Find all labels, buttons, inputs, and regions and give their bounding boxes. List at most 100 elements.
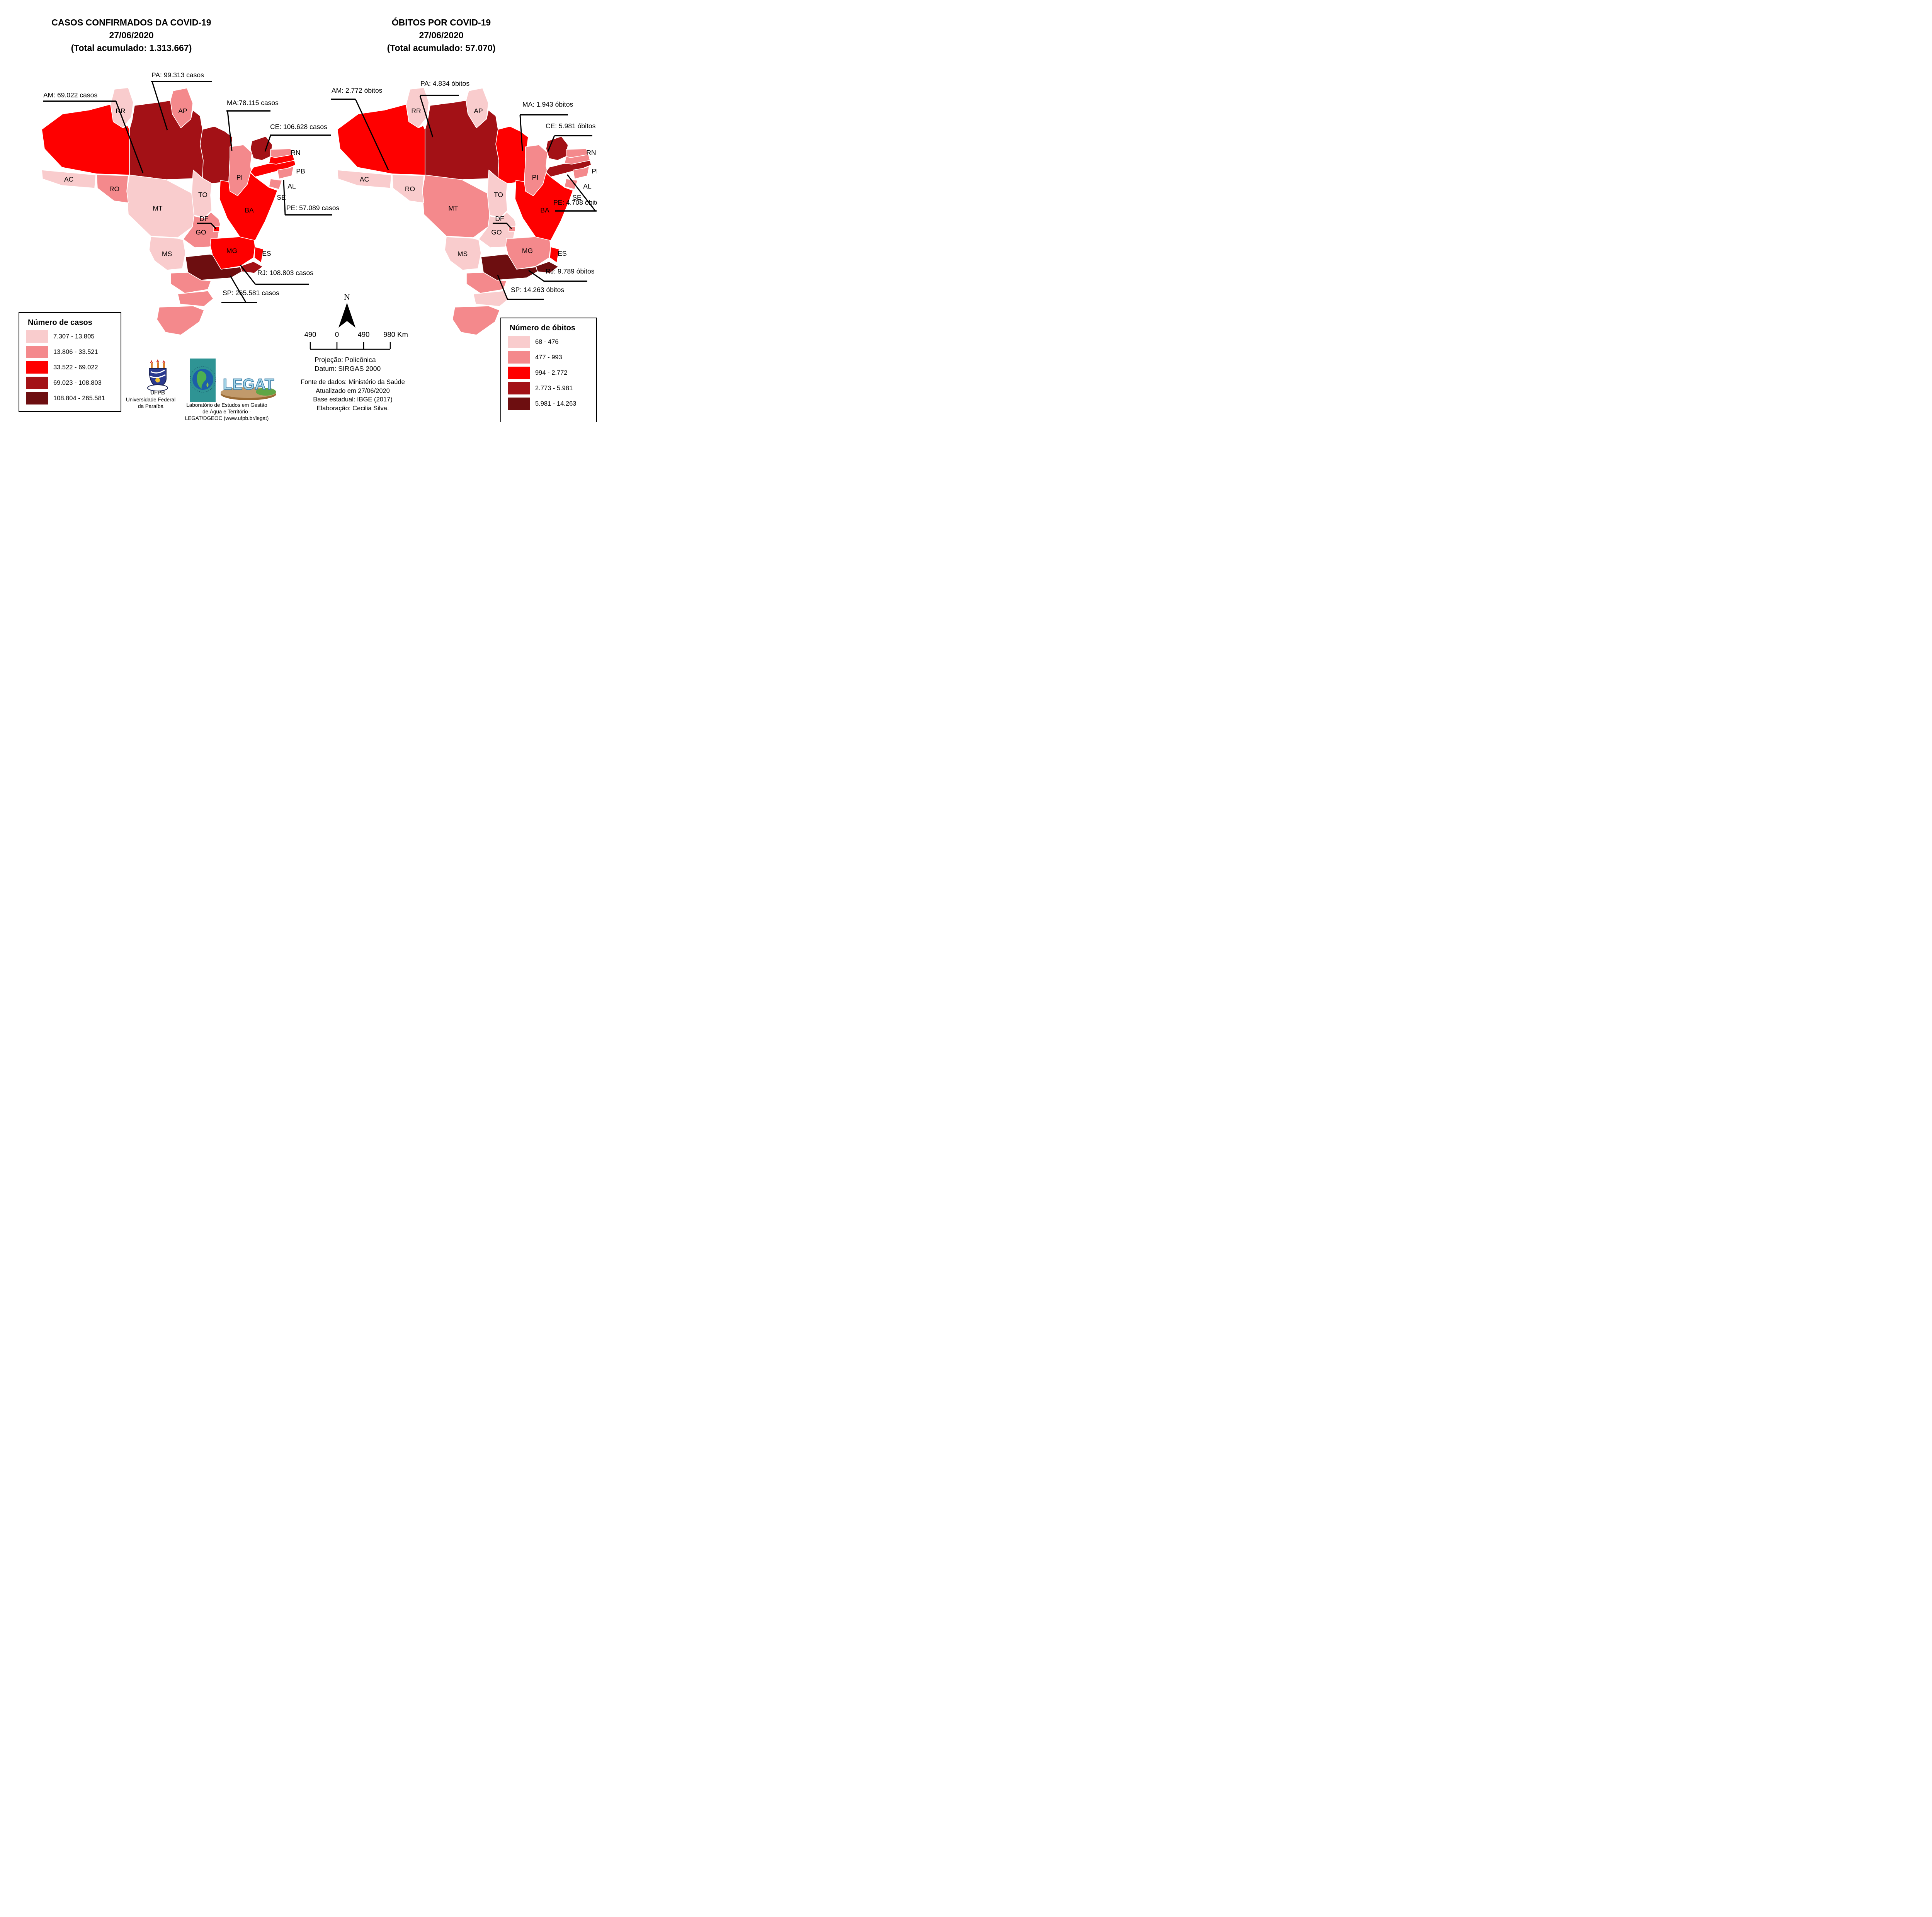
state-label-pb: PB xyxy=(592,167,597,175)
callout-deaths-am: AM: 2.772 óbitos xyxy=(332,87,383,94)
legend-row-cases-3: 33.522 - 69.022 xyxy=(26,361,121,374)
state-ce-shape xyxy=(250,136,273,161)
state-label-df: DF xyxy=(199,215,208,223)
legend-row-cases-1: 7.307 - 13.805 xyxy=(26,330,121,343)
source-line: Fonte de dados: Ministério da Saúde xyxy=(301,379,405,386)
legend-range-label: 7.307 - 13.805 xyxy=(53,333,95,340)
state-ma-shape xyxy=(495,126,529,184)
callout-deaths-ma: MA: 1.943 óbitos xyxy=(522,100,573,108)
state-label-rn: RN xyxy=(586,149,596,156)
state-label-pb: PB xyxy=(296,167,305,175)
state-label-go: GO xyxy=(196,228,206,236)
ufpb-banner-icon xyxy=(147,384,168,391)
data-source-info: Fonte de dados: Ministério da Saúde Atua… xyxy=(295,378,411,413)
state-label-pi: PI xyxy=(236,173,243,181)
dgeoc-circular-text-ring xyxy=(190,366,216,393)
legat-caption: Laboratório de Estudos em Gestão de Água… xyxy=(185,402,269,421)
state-pe-shape xyxy=(250,160,296,177)
scale-bar: 490 0 490 980 Km xyxy=(304,330,408,350)
state-label-ms: MS xyxy=(162,250,172,258)
left-panel-title: CASOS CONFIRMADOS DA COVID-19 xyxy=(51,17,211,27)
state-ro-shape xyxy=(96,174,129,203)
df-leader-line xyxy=(493,223,512,229)
state-label-go: GO xyxy=(491,228,502,236)
legend-swatch-class-5 xyxy=(508,398,530,410)
callout-cases-ma: MA:78.115 casos xyxy=(227,99,279,107)
state-label-es: ES xyxy=(558,250,566,257)
state-mg-shape xyxy=(505,236,551,270)
scale-bar-ruler xyxy=(310,342,391,350)
state-label-al: AL xyxy=(287,182,296,190)
state-label-rn: RN xyxy=(291,149,300,156)
legend-row-cases-2: 13.806 - 33.521 xyxy=(26,346,121,358)
state-label-ba: BA xyxy=(540,206,549,214)
legend-swatch-class-2 xyxy=(508,351,530,364)
north-arrow: N xyxy=(338,292,355,328)
callout-cases-am: AM: 69.022 casos xyxy=(43,91,98,99)
right-panel-title-block: ÓBITOS POR COVID-19 27/06/2020 (Total ac… xyxy=(354,16,528,54)
state-label-es: ES xyxy=(262,250,271,257)
state-es-shape xyxy=(549,246,560,263)
dgeoc-globe-logo xyxy=(190,359,216,402)
cases-legend-title: Número de casos xyxy=(28,318,92,327)
callout-cases-sp: SP: 265.581 casos xyxy=(223,289,279,297)
state-ce-shape xyxy=(546,136,568,161)
state-label-ms: MS xyxy=(457,250,468,258)
legend-row-deaths-5: 5.981 - 14.263 xyxy=(508,398,596,410)
right-panel-total: (Total acumulado: 57.070) xyxy=(387,43,496,53)
ufpb-crest-logo: UFPB xyxy=(147,359,168,396)
state-ac-shape xyxy=(337,170,392,189)
scale-label-2: 490 xyxy=(358,330,370,338)
state-label-rr: RR xyxy=(411,107,421,115)
legend-swatch-class-4 xyxy=(26,377,48,389)
state-label-ap: AP xyxy=(474,107,483,115)
state-al-shape xyxy=(277,166,294,179)
legend-row-deaths-2: 477 - 993 xyxy=(508,351,596,364)
callout-cases-rj: RJ: 108.803 casos xyxy=(257,269,313,277)
state-es-shape xyxy=(254,246,264,263)
legend-range-label: 13.806 - 33.521 xyxy=(53,348,98,355)
legend-range-label: 5.981 - 14.263 xyxy=(535,400,577,407)
legend-swatch-class-3 xyxy=(26,361,48,374)
legend-row-cases-4: 69.023 - 108.803 xyxy=(26,377,121,389)
north-arrow-icon xyxy=(338,303,355,328)
legend-row-deaths-1: 68 - 476 xyxy=(508,336,596,348)
state-rs-shape xyxy=(156,306,204,335)
state-mg-shape xyxy=(210,236,255,270)
legat-wordmark: LEGAT xyxy=(223,376,274,393)
legend-range-label: 2.773 - 5.981 xyxy=(535,384,573,392)
state-ro-shape xyxy=(392,174,424,203)
state-label-se: SE xyxy=(277,194,286,201)
state-rs-shape xyxy=(452,306,500,335)
state-label-df: DF xyxy=(495,215,504,223)
state-ap-shape xyxy=(170,88,193,128)
legend-row-cases-5: 108.804 - 265.581 xyxy=(26,392,121,404)
legend-range-label: 69.023 - 108.803 xyxy=(53,379,102,386)
legend-range-label: 108.804 - 265.581 xyxy=(53,394,105,402)
covid-map-infographic: CASOS CONFIRMADOS DA COVID-19 27/06/2020… xyxy=(0,0,597,422)
legend-swatch-class-1 xyxy=(26,330,48,343)
left-panel-date: 27/06/2020 xyxy=(109,30,154,40)
callout-deaths-pe: PE: 4.708 óbitos xyxy=(553,199,597,206)
state-label-al: AL xyxy=(583,182,592,190)
state-pa-shape xyxy=(425,100,499,180)
scale-label-3: 980 Km xyxy=(383,330,408,338)
projection-info: Projeção: Policônica Datum: SIRGAS 2000 xyxy=(315,355,423,373)
callout-cases-ce: CE: 106.628 casos xyxy=(270,123,327,131)
state-label-ac: AC xyxy=(64,175,73,183)
elaboration-line: Elaboração: Cecilia Silva. xyxy=(316,404,389,412)
state-label-pi: PI xyxy=(532,173,539,181)
state-label-ro: RO xyxy=(109,185,119,193)
deaths-legend-title: Número de óbitos xyxy=(510,324,576,332)
callout-cases-pa: PA: 99.313 casos xyxy=(151,71,204,79)
legend-swatch-class-3 xyxy=(508,367,530,379)
state-ms-shape xyxy=(444,236,481,270)
state-pr-shape xyxy=(170,272,211,294)
state-ap-shape xyxy=(466,88,489,128)
legend-swatch-class-4 xyxy=(508,382,530,394)
cases-legend: Número de casos 7.307 - 13.805 13.806 - 3… xyxy=(19,312,121,412)
state-label-to: TO xyxy=(494,191,503,199)
state-ms-shape xyxy=(149,236,186,270)
state-ac-shape xyxy=(41,170,96,189)
